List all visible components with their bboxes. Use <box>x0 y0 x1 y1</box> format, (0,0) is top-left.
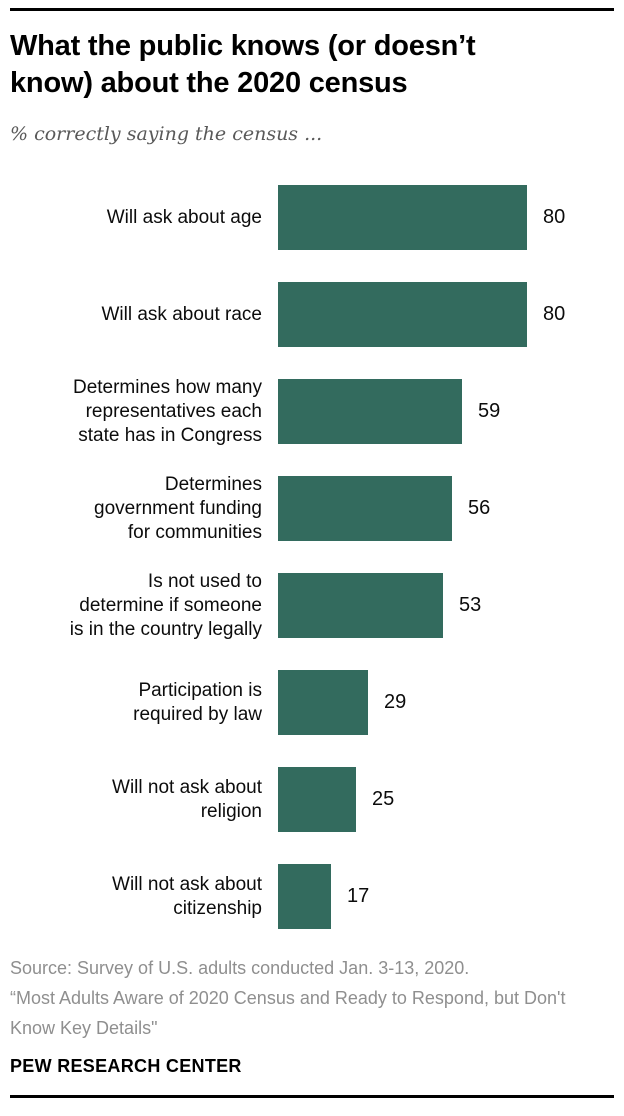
bar-row: Determines government funding for commun… <box>10 460 614 557</box>
bar <box>278 573 443 638</box>
bar-row: Is not used to determine if someone is i… <box>10 557 614 654</box>
category-label: Participation is required by law <box>133 679 262 725</box>
category-label: Will ask about age <box>106 206 262 228</box>
bar <box>278 379 462 444</box>
bar <box>278 864 331 929</box>
category-label: Is not used to determine if someone is i… <box>69 570 262 640</box>
category-label: Determines government funding for commun… <box>94 473 262 543</box>
chart-title: What the public knows (or doesn’t know) … <box>10 30 476 99</box>
bar <box>278 185 527 250</box>
top-rule <box>10 8 614 11</box>
value-label: 29 <box>384 691 407 713</box>
value-label: 80 <box>543 206 566 228</box>
bar-row: Participation is required by law 29 <box>10 654 614 751</box>
bar-row: Will ask about race 80 <box>10 266 614 363</box>
value-label: 17 <box>347 885 370 907</box>
source-line-1: Source: Survey of U.S. adults conducted … <box>10 958 470 978</box>
bar-chart: Will ask about age 80 Will ask about race 8… <box>10 169 614 945</box>
chart-card: What the public knows (or doesn’t know) … <box>0 8 624 1098</box>
value-label: 53 <box>459 594 482 616</box>
bar-row: Will not ask about citizenship 17 <box>10 848 614 945</box>
bar-row: Will ask about age 80 <box>10 169 614 266</box>
brand-pew-research-center: PEW RESEARCH CENTER <box>10 1056 242 1076</box>
value-label: 59 <box>478 400 501 422</box>
bar <box>278 476 452 541</box>
value-label: 80 <box>543 303 566 325</box>
source-note: Source: Survey of U.S. adults conducted … <box>10 953 585 1043</box>
bar <box>278 282 527 347</box>
chart-subtitle: % correctly saying the census ... <box>10 123 323 145</box>
value-label: 25 <box>372 788 395 810</box>
bar-row: Determines how many representatives each… <box>10 363 614 460</box>
category-label: Will ask about race <box>101 303 262 325</box>
category-label: Will not ask about religion <box>112 776 262 822</box>
bar <box>278 767 356 832</box>
bottom-rule <box>10 1095 614 1098</box>
bar <box>278 670 368 735</box>
category-label: Determines how many representatives each… <box>72 376 262 446</box>
value-label: 56 <box>468 497 491 519</box>
source-line-2: “Most Adults Aware of 2020 Census and Re… <box>10 988 566 1038</box>
bar-row: Will not ask about religion 25 <box>10 751 614 848</box>
category-label: Will not ask about citizenship <box>112 873 262 919</box>
